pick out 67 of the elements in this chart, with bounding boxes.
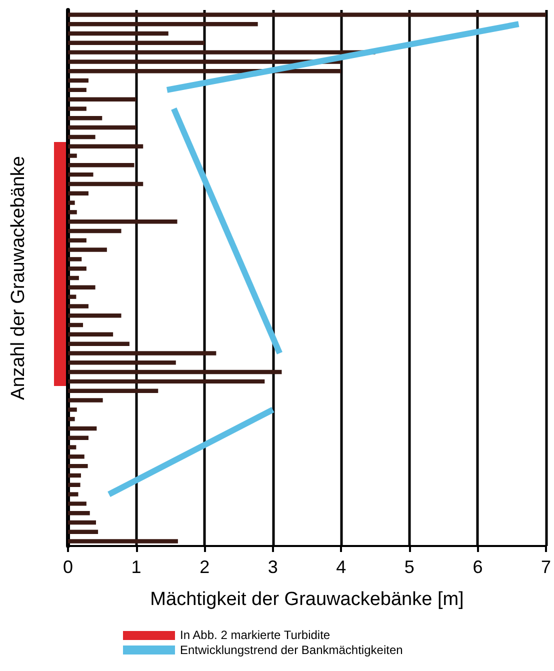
bar — [68, 416, 75, 422]
bar — [68, 492, 78, 496]
bar — [68, 388, 158, 393]
bar — [68, 248, 107, 252]
x-tick-label: 2 — [200, 557, 210, 577]
bar — [68, 285, 96, 290]
bar — [68, 530, 98, 534]
bar — [68, 379, 265, 384]
bar — [68, 482, 80, 487]
text: In Abb. 2 markierte Turbidite — [180, 628, 330, 642]
bar — [68, 304, 88, 308]
bar — [68, 154, 77, 158]
x-tick-label: 0 — [62, 557, 74, 577]
bar — [68, 360, 176, 365]
bar — [68, 322, 84, 328]
bar — [68, 276, 79, 280]
bar — [68, 398, 103, 402]
x-tick-label: 3 — [268, 557, 278, 577]
x-tick-label: 5 — [404, 557, 414, 577]
bar — [68, 257, 82, 262]
bar — [68, 40, 205, 46]
x-tick-label: 6 — [472, 557, 483, 577]
bar — [68, 464, 88, 468]
bar — [68, 510, 90, 516]
bar — [68, 191, 88, 196]
bar — [68, 144, 144, 148]
bar — [68, 314, 122, 318]
bar — [68, 445, 76, 450]
bar — [68, 539, 178, 544]
bar — [68, 454, 84, 459]
bar — [68, 31, 168, 36]
bar — [68, 408, 77, 412]
bar — [68, 50, 376, 54]
legend-label: Entwicklungstrend der Bankmächtigkeiten — [180, 643, 403, 657]
bar — [68, 502, 86, 506]
bar — [68, 163, 134, 168]
x-tick-label: 4 — [336, 557, 346, 577]
bar — [68, 228, 122, 234]
bar — [68, 436, 88, 440]
x-tick-label: 7 — [540, 557, 551, 577]
bar — [68, 172, 94, 177]
bar — [68, 473, 81, 478]
y-axis-title: Anzahl der Grauwackebänke — [8, 156, 29, 400]
bar — [68, 88, 86, 92]
x-tick-label: 1 — [131, 557, 142, 577]
bar — [68, 294, 76, 299]
bar — [68, 370, 282, 374]
bar — [68, 22, 258, 26]
bar — [68, 351, 216, 356]
bar — [68, 78, 88, 83]
bar — [68, 332, 114, 337]
bar — [68, 106, 86, 111]
bar — [68, 116, 102, 120]
bar — [68, 97, 136, 102]
x-axis-title: Mächtigkeit der Grauwackebänke [m] — [150, 589, 464, 610]
bar — [68, 219, 178, 224]
bar — [68, 134, 96, 140]
bar — [68, 426, 97, 431]
bar — [68, 182, 144, 186]
bar — [68, 238, 86, 242]
bar — [68, 125, 136, 130]
bar — [68, 12, 546, 17]
bar — [68, 266, 86, 271]
bar — [68, 342, 130, 346]
bar — [68, 210, 77, 214]
bar — [68, 520, 96, 525]
bar — [68, 200, 75, 205]
